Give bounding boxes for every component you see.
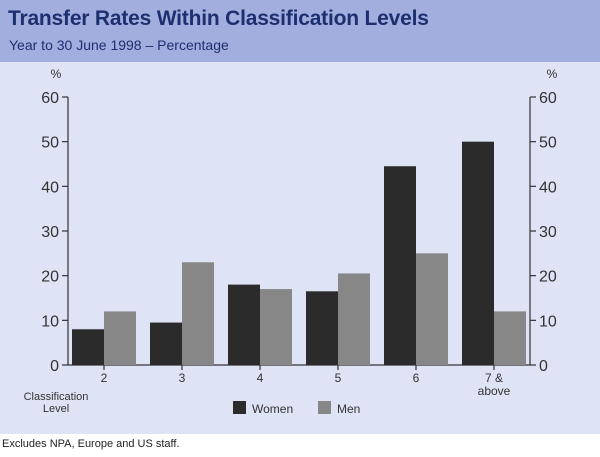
chart-subtitle: Year to 30 June 1998 – Percentage — [9, 37, 229, 53]
y-axis-unit-left: % — [51, 67, 62, 81]
x-tick-label: 7 & — [485, 371, 503, 385]
x-tick-label: above — [478, 384, 511, 398]
bar-women — [384, 166, 416, 365]
y-tick-label-left: 10 — [41, 313, 59, 330]
legend-swatch-men — [318, 401, 331, 414]
x-tick-label: 3 — [179, 371, 186, 385]
y-tick-label-left: 30 — [41, 224, 59, 241]
y-tick-label-right: 60 — [539, 90, 557, 107]
chart-title: Transfer Rates Within Classification Lev… — [8, 7, 429, 30]
y-tick-label-left: 40 — [41, 179, 59, 196]
x-tick-label: 5 — [335, 371, 342, 385]
bar-men — [416, 253, 448, 365]
bar-women — [306, 291, 338, 365]
bar-women — [72, 329, 104, 365]
y-tick-label-left: 60 — [41, 90, 59, 107]
x-tick-label: 4 — [257, 371, 264, 385]
y-tick-label-right: 20 — [539, 269, 557, 286]
y-axis-unit-right: % — [547, 67, 558, 81]
x-tick-label: 6 — [413, 371, 420, 385]
bar-women — [150, 322, 182, 365]
x-tick-label: 2 — [101, 371, 108, 385]
bar-women — [228, 284, 260, 365]
x-axis-title: Level — [43, 403, 69, 415]
bar-women — [462, 141, 494, 365]
bar-men — [104, 311, 136, 365]
y-tick-label-right: 40 — [539, 179, 557, 196]
legend-label-women: Women — [252, 402, 293, 416]
chart-panel — [0, 62, 600, 434]
bar-men — [494, 311, 526, 365]
y-tick-label-left: 0 — [50, 358, 59, 375]
y-tick-label-right: 30 — [539, 224, 557, 241]
bar-men — [338, 273, 370, 365]
bar-men — [260, 289, 292, 365]
legend-label-men: Men — [337, 402, 360, 416]
chart-header: Transfer Rates Within Classification Lev… — [0, 0, 600, 62]
y-tick-label-right: 10 — [539, 313, 557, 330]
x-axis-title: Classification — [24, 391, 89, 403]
y-tick-label-left: 20 — [41, 269, 59, 286]
bar-men — [182, 262, 214, 365]
footnote: Excludes NPA, Europe and US staff. — [2, 438, 180, 450]
legend-swatch-women — [233, 401, 246, 414]
y-tick-label-right: 50 — [539, 135, 557, 152]
bar-chart: % % 0 0 10 10 20 20 30 30 40 40 50 50 60 60 2 3 4 5 6 7 &abov… — [24, 67, 558, 416]
y-tick-label-left: 50 — [41, 135, 59, 152]
y-tick-label-right: 0 — [539, 358, 548, 375]
